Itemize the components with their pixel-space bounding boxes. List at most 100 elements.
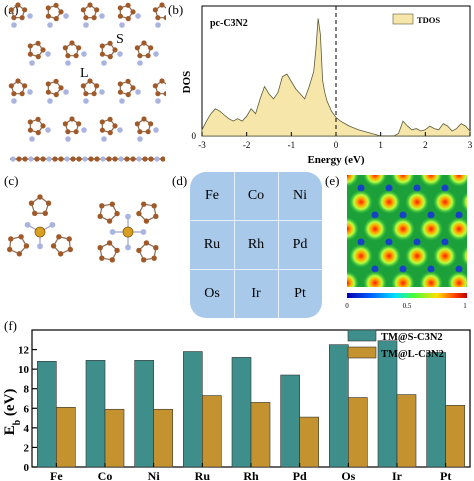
carbon-atom	[40, 123, 46, 129]
carbon-atom	[153, 245, 159, 251]
side-view-atom	[70, 156, 76, 162]
bar-ni-s	[134, 360, 154, 468]
bar-legend-label: TM@L-C3N2	[381, 349, 444, 360]
panel-label-d: (d)	[172, 173, 188, 188]
carbon-atom	[35, 130, 41, 136]
carbon-atom	[56, 234, 62, 240]
carbon-atom	[58, 9, 64, 15]
side-view-atom	[130, 156, 136, 162]
bar-ytick-label: 6	[24, 403, 30, 415]
carbon-atom	[87, 2, 93, 8]
carbon-atom	[117, 5, 123, 11]
elf-lowspot	[470, 185, 472, 192]
carbon-atom	[141, 257, 147, 263]
side-view-atom	[64, 156, 70, 162]
panel-label-f: (f)	[4, 318, 17, 333]
carbon-atom	[137, 53, 143, 59]
nitrogen-atom	[65, 136, 71, 142]
carbon-atom	[99, 51, 105, 57]
dos-legend-swatch	[392, 13, 414, 25]
bar-co-l	[104, 408, 125, 468]
side-view-atom	[34, 156, 40, 162]
nitrogen-atom	[49, 221, 56, 228]
carbon-atom	[159, 78, 165, 84]
carbon-atom	[87, 78, 93, 84]
carbon-atom	[66, 236, 72, 242]
bar-xtick-label: Ru	[195, 469, 211, 481]
carbon-atom	[141, 201, 147, 207]
carbon-atom	[106, 240, 113, 246]
elf-hotspot	[347, 271, 359, 287]
colorbar	[347, 293, 467, 298]
bar-ytick-label: 8	[24, 384, 30, 396]
bar-os-l	[348, 397, 368, 468]
elf-hotspot	[377, 244, 401, 268]
carbon-atom	[145, 53, 151, 59]
carbon-atom	[11, 91, 17, 97]
dos-xtick-label: 1	[378, 140, 383, 150]
elf-lowspot	[413, 238, 421, 246]
elf-hotspot	[433, 244, 457, 268]
carbon-atom	[117, 89, 123, 95]
carbon-atom	[76, 45, 82, 51]
elf-hotspot	[405, 190, 429, 214]
bar-xtick-label: Fe	[50, 469, 63, 481]
nitrogen-atom	[99, 13, 105, 19]
carbon-atom	[134, 45, 140, 51]
nitrogen-atom	[153, 127, 159, 133]
carbon-atom	[155, 91, 161, 97]
side-view-atom	[10, 156, 16, 162]
elf-lowspot	[455, 211, 463, 219]
carbon-atom	[99, 119, 105, 125]
side-view-atom	[40, 156, 46, 162]
nitrogen-atom	[81, 51, 87, 57]
elf-lowspot	[470, 293, 472, 300]
side-view-atom	[16, 156, 22, 162]
nitrogen-atom	[63, 13, 69, 19]
elf-hotspot	[363, 217, 387, 241]
elf-lowspot	[441, 184, 449, 192]
bar-xtick-label: Rh	[243, 469, 259, 481]
carbon-atom	[83, 15, 89, 21]
carbon-atom	[57, 251, 64, 257]
carbon-atom	[80, 7, 86, 13]
side-view-atom	[52, 156, 58, 162]
dos-ylabel: DOS	[181, 71, 193, 94]
metal-atom	[122, 226, 134, 238]
element-cell-ru: Ru	[203, 236, 221, 252]
side-view-atom	[118, 156, 124, 162]
colorbar-tick-05: 0.5	[403, 302, 412, 310]
carbon-atom	[148, 45, 154, 51]
carbon-atom	[125, 16, 131, 22]
carbon-atom	[53, 2, 59, 8]
carbon-atom	[45, 89, 51, 95]
carbon-atom	[27, 43, 33, 49]
elf-lowspot	[385, 238, 393, 246]
bar-fe-s	[37, 361, 57, 468]
carbon-atom	[143, 240, 150, 246]
bar-co-s	[85, 360, 106, 468]
bar-ytick-label: 10	[18, 364, 30, 376]
nitrogen-atom	[119, 98, 125, 104]
element-cell-pt: Pt	[294, 285, 306, 301]
elf-lowspot	[413, 184, 421, 192]
carbon-atom	[50, 243, 57, 249]
elf-hotspot	[447, 271, 467, 287]
carbon-atom	[27, 51, 33, 57]
bar-fe-l	[56, 407, 76, 468]
carbon-atom	[15, 2, 21, 8]
carbon-atom	[112, 123, 118, 129]
element-cell-co: Co	[247, 188, 265, 203]
element-cell-fe: Fe	[205, 188, 219, 203]
dos-ytick-0: 0	[192, 131, 197, 141]
carbon-atom	[73, 53, 79, 59]
side-view-atom	[106, 156, 112, 162]
dos-xtick-label: -3	[198, 140, 206, 150]
carbon-atom	[45, 81, 51, 87]
carbon-atom	[125, 78, 131, 84]
nitrogen-atom	[83, 22, 89, 28]
carbon-atom	[67, 246, 74, 253]
nitrogen-atom	[65, 60, 71, 66]
carbon-atom	[37, 194, 43, 200]
carbon-atom	[32, 210, 38, 216]
